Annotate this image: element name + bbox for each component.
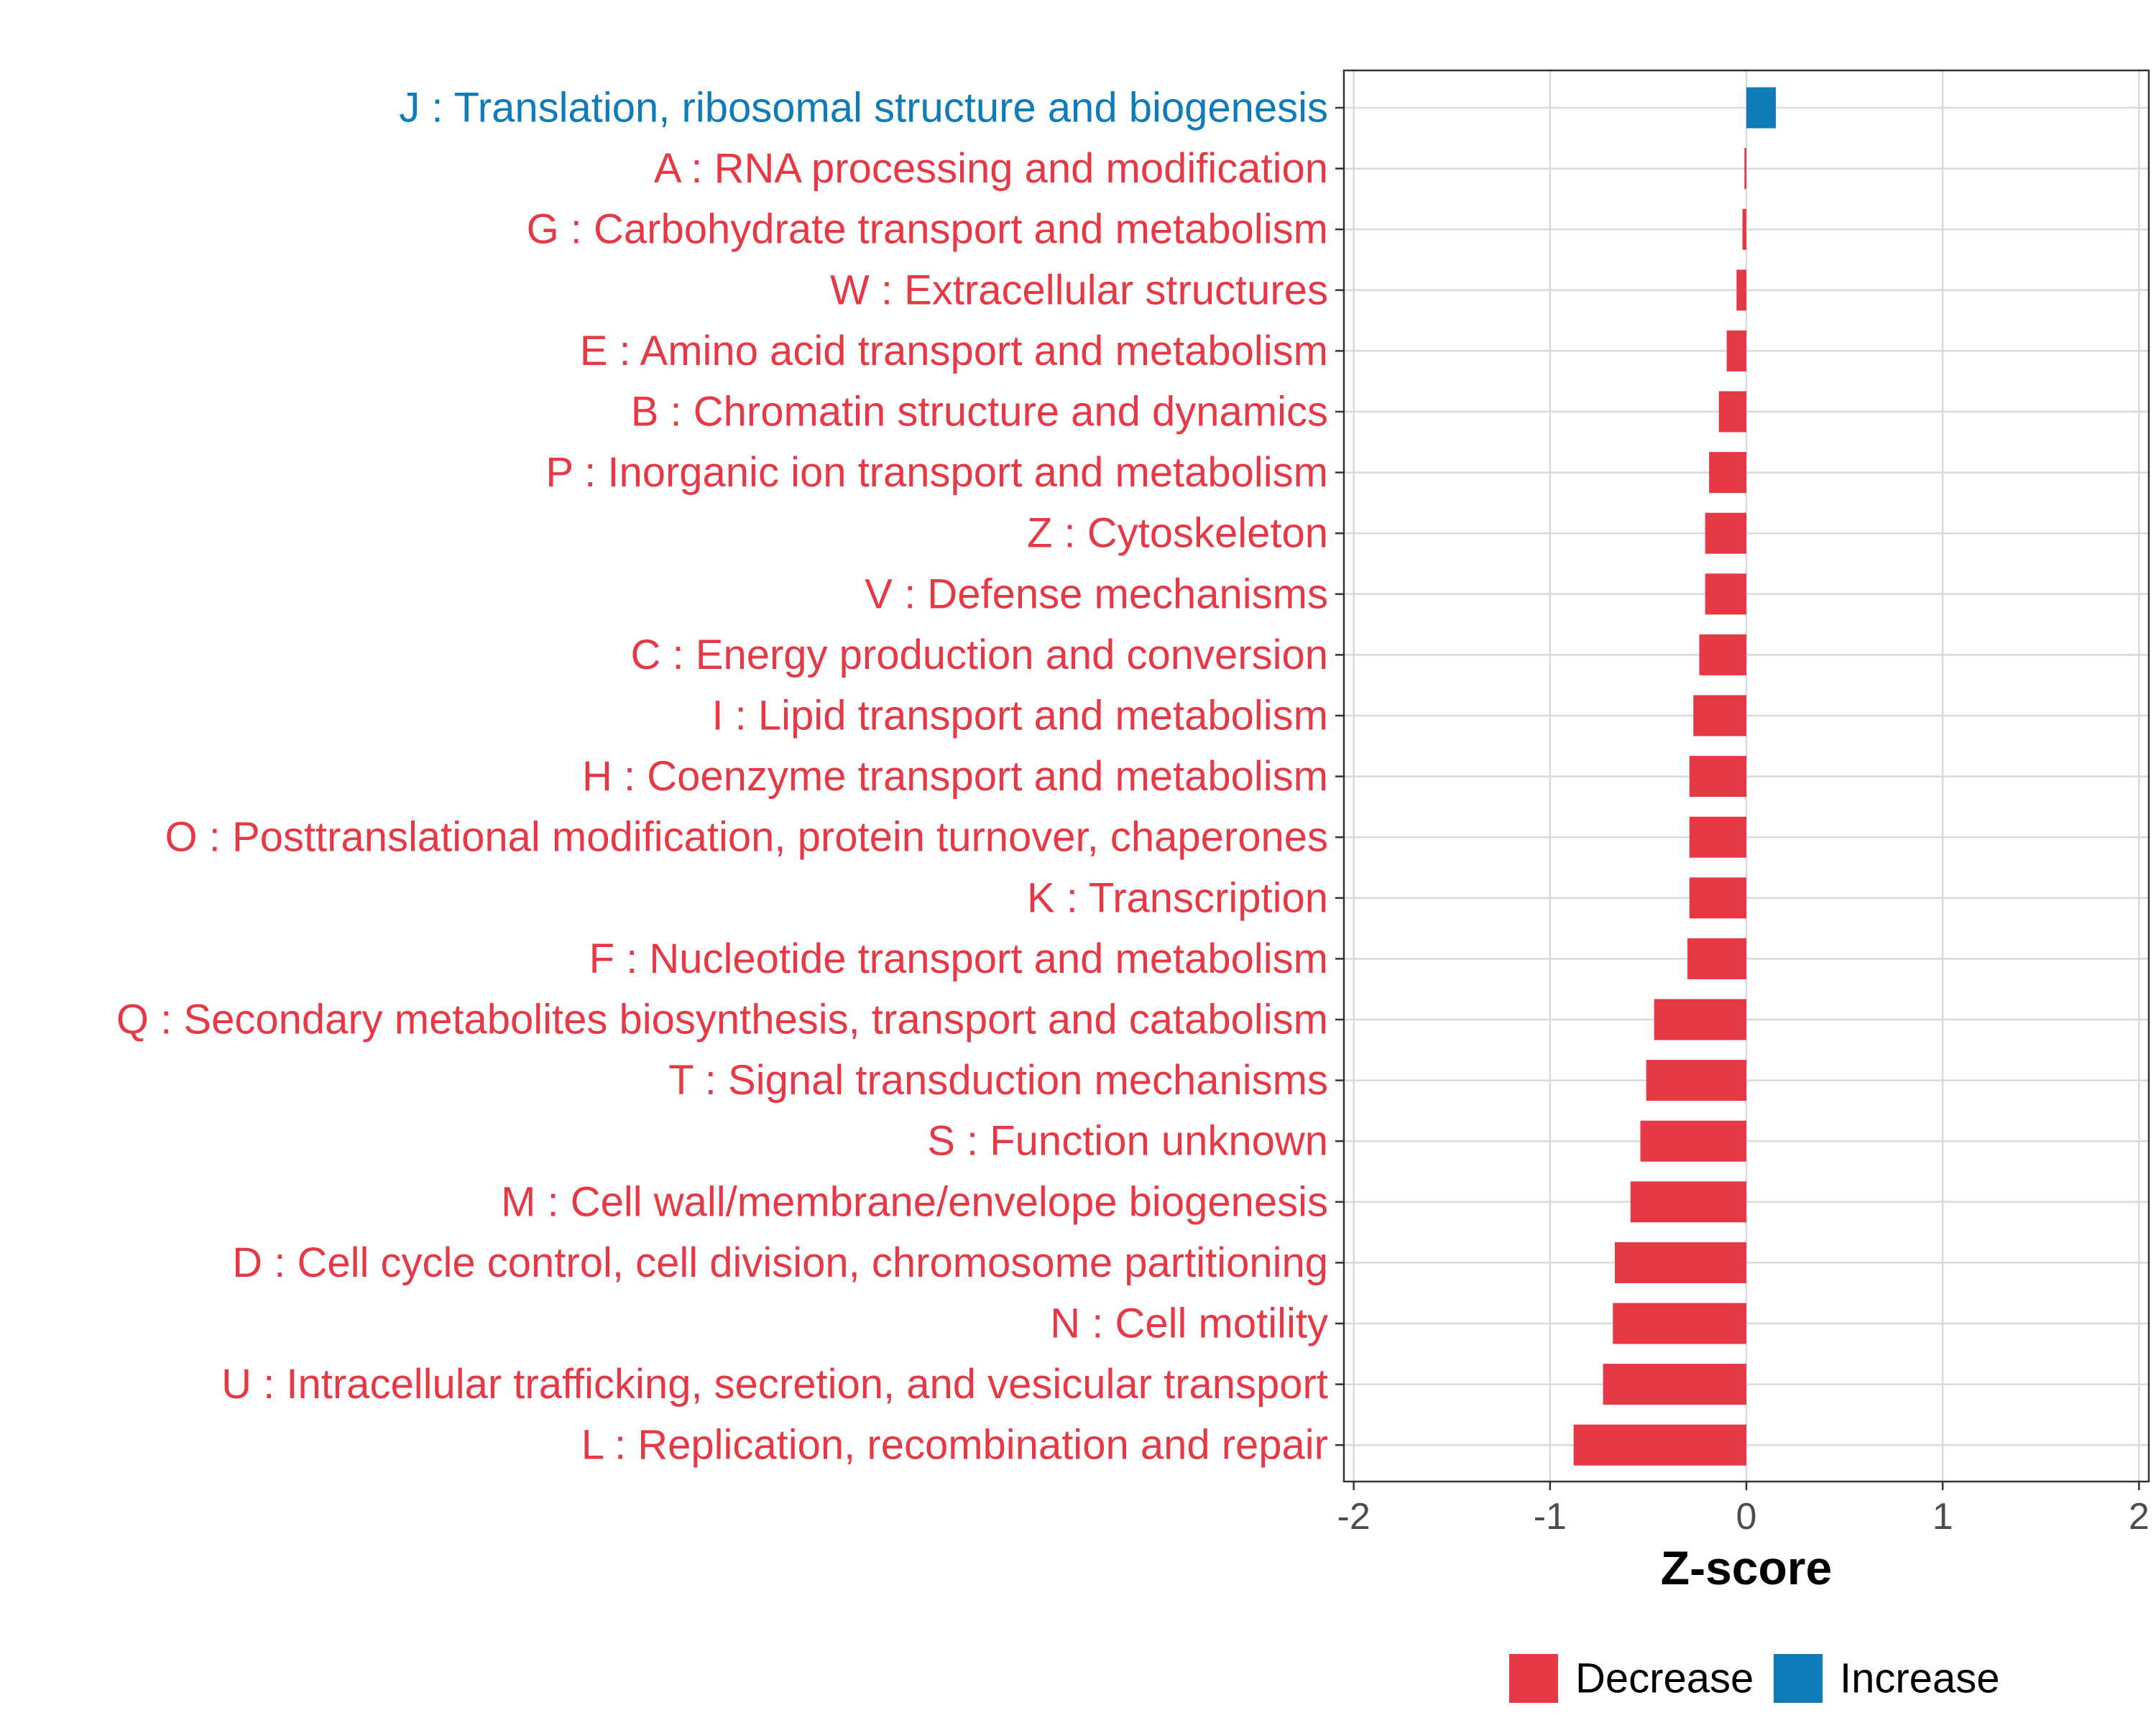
bar <box>1705 512 1746 554</box>
category-label: F : Nucleotide transport and metabolism <box>589 935 1328 982</box>
legend-swatch <box>1774 1654 1823 1703</box>
bar <box>1726 330 1746 371</box>
bar <box>1640 1120 1746 1162</box>
bar <box>1613 1303 1746 1344</box>
bar <box>1744 148 1746 190</box>
x-axis-title: Z-score <box>1661 1541 1832 1594</box>
x-tick-label: -2 <box>1337 1496 1370 1538</box>
bar <box>1687 938 1746 979</box>
category-label: T : Signal transduction mechanisms <box>668 1057 1328 1104</box>
bar <box>1630 1181 1746 1223</box>
bar <box>1689 877 1746 919</box>
bar <box>1646 1060 1746 1101</box>
bar <box>1699 634 1746 675</box>
category-label: D : Cell cycle control, cell division, c… <box>232 1239 1328 1286</box>
bar <box>1689 756 1746 798</box>
category-label: U : Intracellular trafficking, secretion… <box>221 1361 1328 1408</box>
category-label: I : Lipid transport and metabolism <box>711 693 1328 739</box>
bar <box>1736 269 1746 311</box>
category-label: S : Function unknown <box>927 1118 1328 1165</box>
category-label: B : Chromatin structure and dynamics <box>631 389 1328 435</box>
category-label: Q : Secondary metabolites biosynthesis, … <box>116 997 1328 1043</box>
category-label: J : Translation, ribosomal structure and… <box>399 85 1328 131</box>
x-tick-label: 1 <box>1932 1496 1953 1538</box>
bar <box>1742 208 1746 250</box>
bar <box>1689 816 1746 858</box>
bar <box>1603 1364 1746 1405</box>
category-label: P : Inorganic ion transport and metaboli… <box>545 449 1328 496</box>
bar <box>1693 695 1746 736</box>
legend-label: Decrease <box>1575 1655 1754 1702</box>
legend-label: Increase <box>1840 1655 1999 1702</box>
category-label: N : Cell motility <box>1050 1300 1328 1347</box>
category-label: Z : Cytoskeleton <box>1027 510 1328 557</box>
category-label: M : Cell wall/membrane/envelope biogenes… <box>501 1178 1328 1225</box>
bar <box>1709 452 1746 494</box>
bar <box>1718 391 1746 433</box>
category-label: W : Extracellular structures <box>830 267 1328 313</box>
bar <box>1746 87 1776 129</box>
category-label: A : RNA processing and modification <box>654 145 1328 192</box>
x-tick-label: 0 <box>1736 1496 1757 1538</box>
bar <box>1705 573 1746 615</box>
category-label: E : Amino acid transport and metabolism <box>580 328 1328 374</box>
x-tick-label: 2 <box>2129 1496 2150 1538</box>
category-label: H : Coenzyme transport and metabolism <box>582 753 1328 800</box>
category-label: O : Posttranslational modification, prot… <box>165 814 1328 861</box>
legend-swatch <box>1509 1654 1558 1703</box>
category-label: V : Defense mechanisms <box>865 570 1328 617</box>
category-label: C : Energy production and conversion <box>631 632 1328 678</box>
category-label: L : Replication, recombination and repai… <box>581 1422 1328 1469</box>
bar <box>1573 1424 1746 1466</box>
bar <box>1614 1242 1746 1283</box>
category-label: G : Carbohydrate transport and metabolis… <box>527 206 1328 253</box>
category-label: K : Transcription <box>1027 874 1328 921</box>
bar <box>1654 999 1746 1040</box>
x-tick-label: -1 <box>1534 1496 1567 1538</box>
